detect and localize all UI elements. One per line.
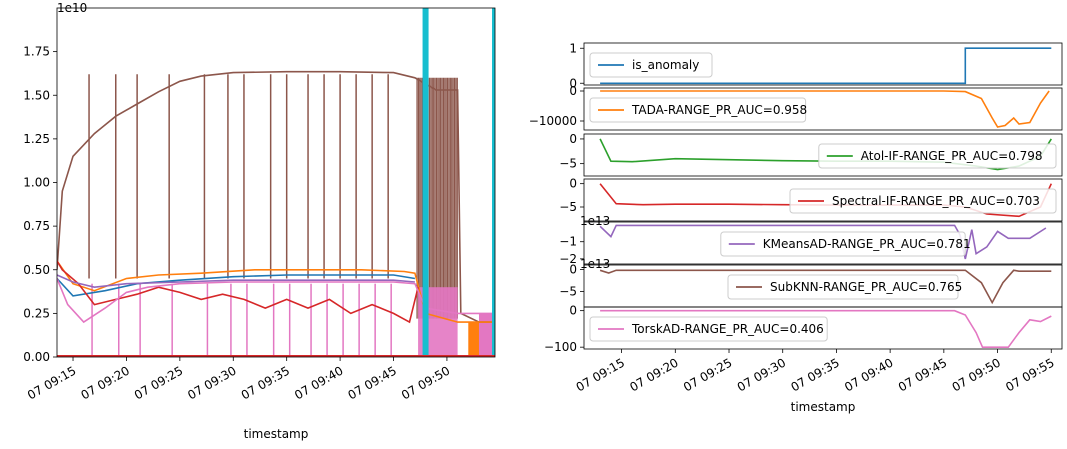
x-tick-label: 07 09:25 <box>681 355 734 394</box>
x-tick-label: 07 09:50 <box>950 355 1003 394</box>
legend-label: KMeansAD-RANGE_PR_AUC=0.781 <box>763 237 971 251</box>
subplot-is_anomaly: 0 1 is_anomaly <box>569 41 1063 90</box>
y-tick-label: 0 <box>569 177 577 191</box>
y-tick-label: 1 <box>569 41 577 55</box>
offset-text: 1e13 <box>580 214 610 228</box>
subplot-tada: 0 −10000 TADA-RANGE_PR_AUC=0.958 <box>529 84 1063 131</box>
spike-group <box>88 74 458 357</box>
x-tick-label: 07 09:40 <box>292 363 345 402</box>
y-tick-label: −1 <box>559 235 577 249</box>
y-tick-label: 1.50 <box>23 88 50 102</box>
legend-box <box>589 52 713 78</box>
axes-frame <box>583 42 1063 86</box>
x-tick-label: 07 09:35 <box>788 355 841 394</box>
y-tick-label: 0.00 <box>23 350 50 364</box>
cyan-bar-end <box>492 8 495 357</box>
legend-box <box>727 274 959 300</box>
y-tick-label: 0 <box>569 132 577 146</box>
series-line <box>600 309 1052 348</box>
y-tick-label: −100 <box>544 340 577 354</box>
subplot-spectral-if: 0 −5 Spectral-IF-RANGE_PR_AUC=0.703 <box>559 177 1063 222</box>
x-tick-label: 07 09:40 <box>842 355 895 394</box>
series-line <box>599 269 1052 305</box>
x-tick-label: 07 09:50 <box>399 363 452 402</box>
legend-box <box>589 316 828 342</box>
x-tick-label: 07 09:35 <box>239 363 292 402</box>
y-tick-label: 0 <box>569 304 577 318</box>
y-tick-label: 1.75 <box>23 45 50 59</box>
x-tick-label: 07 09:55 <box>1003 355 1056 394</box>
y-tick-label: 0.75 <box>23 219 50 233</box>
series-line <box>600 90 1050 128</box>
axes-frame <box>583 87 1063 131</box>
legend-label: TADA-RANGE_PR_AUC=0.958 <box>631 103 807 117</box>
legend-label: is_anomaly <box>632 58 699 72</box>
offset-text: 1e10 <box>57 1 87 15</box>
series-line <box>57 274 415 289</box>
plot-area <box>57 8 495 357</box>
y-tick-label: −5 <box>559 285 577 299</box>
y-tick-label: 0 <box>569 262 577 276</box>
pink-block-end <box>478 313 495 357</box>
legend-label: Spectral-IF-RANGE_PR_AUC=0.703 <box>832 194 1040 208</box>
right-chart-stack: 01is_anomaly0−10000TADA-RANGE_PR_AUC=0.9… <box>529 41 1063 414</box>
axes-frame <box>583 221 1063 265</box>
x-tick-label: 07 09:25 <box>132 363 185 402</box>
offset-text: 1e13 <box>580 257 610 271</box>
legend-label: SubKNN-RANGE_PR_AUC=0.765 <box>770 280 962 294</box>
legend-box <box>818 143 1057 169</box>
y-tick-label: 0.25 <box>23 306 50 320</box>
y-tick-label: −5 <box>559 157 577 171</box>
subplot-torskad: 0 −100 TorskAD-RANGE_PR_AUC=0.406 <box>544 304 1063 354</box>
x-tick-label: 07 09:15 <box>25 363 78 402</box>
legend-label: Atol-IF-RANGE_PR_AUC=0.798 <box>861 149 1043 163</box>
left-chart: 0.00 0.25 0.50 0.75 1.00 1.25 1.50 1.75 1e10 07 0… <box>23 1 496 441</box>
x-tick-label: 07 09:45 <box>896 355 949 394</box>
y-tick-label: 0.50 <box>23 263 50 277</box>
series-line <box>600 47 1052 85</box>
y-tick-label: −10000 <box>529 114 577 128</box>
legend-box <box>720 231 966 257</box>
y-tick-label: −5 <box>559 200 577 214</box>
y-tick-label: 0 <box>569 84 577 98</box>
x-tick-label: 07 09:20 <box>627 355 680 394</box>
legend-box <box>789 188 1057 214</box>
x-tick-label: 07 09:30 <box>735 355 788 394</box>
axes-frame <box>583 306 1063 350</box>
subplot-kmeansad: −1 −2 1e13 KMeansAD-RANGE_PR_AUC=0.781 <box>559 214 1063 266</box>
y-tick-label: 0 <box>569 76 577 90</box>
series-line <box>599 224 1047 260</box>
y-tick-label: 1.25 <box>23 132 50 146</box>
x-axis-label: timestamp <box>244 427 309 441</box>
legend-box <box>589 97 807 123</box>
subplot-atol-if: 0 −5 Atol-IF-RANGE_PR_AUC=0.798 <box>559 132 1063 177</box>
cyan-bar <box>422 8 429 357</box>
series-line <box>57 70 495 323</box>
x-tick-label: 07 09:20 <box>78 363 131 402</box>
series-line <box>57 274 416 297</box>
series-line <box>57 278 495 324</box>
series-line <box>57 260 419 324</box>
x-tick-label: 07 09:30 <box>185 363 238 402</box>
axes-frame <box>583 178 1063 222</box>
axes-frame <box>583 133 1063 177</box>
x-tick-label: 07 09:15 <box>574 355 627 394</box>
y-tick-label: −2 <box>559 252 577 266</box>
legend-label: TorskAD-RANGE_PR_AUC=0.406 <box>631 322 824 336</box>
x-axis-label: timestamp <box>791 400 856 414</box>
x-tick-label: 07 09:45 <box>346 363 399 402</box>
y-tick-label: 1.00 <box>23 176 50 190</box>
